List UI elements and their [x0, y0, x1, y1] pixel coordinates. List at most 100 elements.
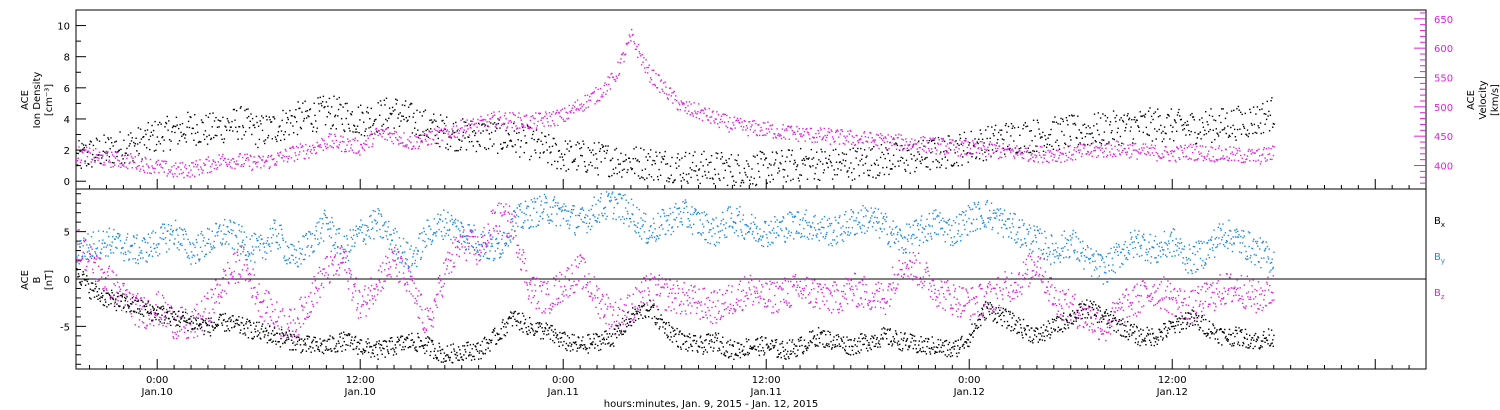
- by-series-point: [865, 209, 868, 211]
- by-series-point: [370, 214, 372, 217]
- by-series-point: [582, 220, 584, 223]
- by-series-point: [836, 241, 839, 244]
- density-series-point: [546, 149, 548, 151]
- velocity-series-point: [800, 135, 802, 137]
- density-series-point: [289, 109, 291, 112]
- velocity-series-point: [1060, 161, 1062, 163]
- by-series-point: [461, 225, 463, 228]
- velocity-series-point: [101, 154, 103, 156]
- velocity-series-point: [972, 142, 975, 144]
- density-series-point: [923, 145, 925, 147]
- density-series-point: [777, 167, 780, 169]
- density-series-point: [415, 133, 417, 135]
- density-series-point: [853, 168, 855, 170]
- density-series-point: [672, 181, 675, 183]
- density-series-point: [1269, 114, 1272, 116]
- density-series-point: [1074, 122, 1076, 125]
- velocity-series-point: [844, 143, 846, 145]
- density-series-point: [561, 156, 564, 158]
- density-series-point: [371, 133, 373, 135]
- density-series-point: [854, 178, 856, 180]
- density-series-point: [452, 123, 455, 125]
- velocity-series-point: [1122, 149, 1124, 152]
- density-series-point: [726, 161, 728, 164]
- by-series-point: [836, 235, 838, 238]
- density-series-point: [347, 110, 349, 112]
- density-series-point: [425, 129, 427, 132]
- by-series-point: [230, 229, 232, 231]
- density-series-point: [338, 96, 340, 99]
- by-series-point: [738, 214, 740, 216]
- by-series-point: [915, 220, 917, 222]
- by-series-point: [571, 208, 573, 211]
- density-series-point: [1012, 125, 1014, 127]
- by-series-point: [704, 214, 707, 217]
- velocity-series-point: [787, 125, 789, 128]
- by-series-point: [807, 224, 809, 227]
- by-series-point: [364, 243, 367, 245]
- density-series-point: [360, 104, 362, 106]
- density-series-point: [244, 109, 246, 112]
- by-series-point: [812, 222, 814, 224]
- velocity-series-point: [722, 113, 724, 115]
- velocity-series-point: [962, 142, 965, 145]
- by-series-point: [658, 226, 660, 229]
- by-series-point: [318, 221, 320, 223]
- velocity-series-point: [838, 136, 840, 138]
- by-series-point: [1003, 223, 1005, 225]
- velocity-series-point: [819, 127, 822, 129]
- by-series-point: [233, 248, 235, 251]
- density-series-point: [608, 175, 610, 177]
- density-series-point: [521, 123, 523, 125]
- velocity-series-point: [1180, 146, 1182, 148]
- by-series-point: [694, 208, 696, 210]
- density-series-point: [91, 166, 93, 168]
- by-series-point: [678, 207, 681, 209]
- density-series-point: [822, 163, 824, 165]
- velocity-series-point: [1190, 158, 1192, 160]
- density-series-point: [1229, 135, 1231, 138]
- density-series-point: [714, 168, 716, 170]
- velocity-series-point: [429, 137, 431, 140]
- velocity-series-point: [136, 168, 138, 170]
- by-series-point: [389, 234, 391, 236]
- density-series-point: [105, 159, 108, 161]
- by-series-point: [868, 221, 871, 223]
- velocity-series-point: [415, 136, 417, 138]
- by-series-point: [553, 196, 556, 198]
- by-series-point: [167, 224, 170, 226]
- velocity-series-point: [136, 165, 139, 168]
- by-series-point: [115, 246, 117, 249]
- by-series-point: [568, 210, 570, 212]
- by-series-point: [853, 219, 855, 222]
- density-series-point: [777, 172, 779, 174]
- density-series-point: [443, 122, 446, 125]
- velocity-series-point: [333, 142, 335, 145]
- by-series-point: [208, 238, 210, 241]
- density-series-point: [1081, 137, 1083, 139]
- velocity-series-point: [132, 157, 134, 159]
- velocity-series-point: [542, 117, 545, 119]
- velocity-series-point: [171, 173, 174, 175]
- by-series-point: [265, 242, 267, 244]
- density-series-point: [1030, 130, 1032, 132]
- velocity-series-point: [1023, 157, 1025, 160]
- velocity-series-point: [391, 140, 393, 143]
- by-series-point: [941, 227, 944, 229]
- density-series-point: [583, 161, 586, 163]
- by-series-point: [787, 213, 789, 215]
- velocity-series-point: [895, 148, 898, 150]
- by-series-point: [689, 224, 691, 226]
- velocity-series-point: [947, 152, 950, 154]
- density-series-point: [733, 180, 735, 182]
- density-series-point: [179, 123, 181, 126]
- velocity-series-point: [750, 126, 752, 128]
- density-series-point: [1113, 138, 1115, 141]
- density-series-point: [1240, 133, 1243, 135]
- density-series-point: [874, 163, 876, 166]
- by-series-point: [833, 229, 835, 232]
- by-series-point: [795, 232, 797, 234]
- density-series-point: [465, 149, 468, 151]
- by-series-point: [475, 246, 478, 249]
- by-series-point: [697, 211, 700, 214]
